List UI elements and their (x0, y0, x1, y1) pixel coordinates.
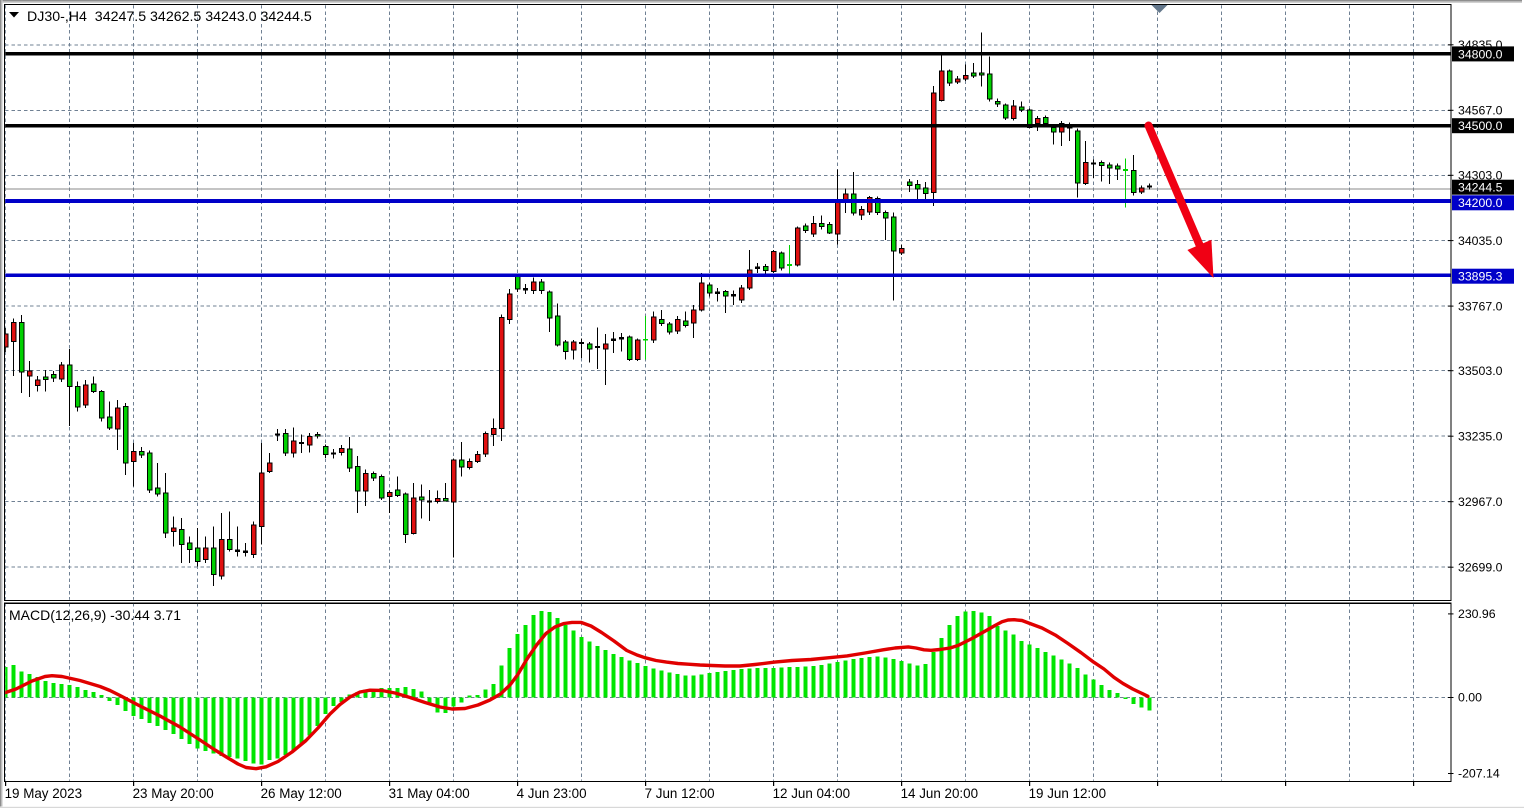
svg-text:DJ30-,H4 34247.5 34262.5 3424: DJ30-,H4 34247.5 34262.5 34243.0 34244.5 (27, 9, 312, 25)
svg-text:34500.0: 34500.0 (1458, 119, 1503, 133)
svg-text:12 Jun 04:00: 12 Jun 04:00 (773, 786, 850, 801)
svg-text:34200.0: 34200.0 (1458, 196, 1503, 210)
svg-text:32699.0: 32699.0 (1458, 560, 1503, 574)
svg-text:34800.0: 34800.0 (1458, 47, 1503, 61)
svg-text:34244.5: 34244.5 (1458, 181, 1503, 195)
svg-text:19 May 2023: 19 May 2023 (5, 786, 82, 801)
svg-text:33235.0: 33235.0 (1458, 429, 1503, 443)
svg-text:34035.0: 34035.0 (1458, 234, 1503, 248)
svg-text:31 May 04:00: 31 May 04:00 (389, 786, 470, 801)
svg-text:4 Jun 23:00: 4 Jun 23:00 (517, 786, 587, 801)
svg-text:19 Jun 12:00: 19 Jun 12:00 (1029, 786, 1106, 801)
svg-text:230.96: 230.96 (1458, 607, 1496, 621)
svg-text:26 May 12:00: 26 May 12:00 (261, 786, 342, 801)
svg-text:14 Jun 20:00: 14 Jun 20:00 (901, 786, 978, 801)
svg-text:32967.0: 32967.0 (1458, 495, 1503, 509)
svg-text:33767.0: 33767.0 (1458, 299, 1503, 313)
svg-text:33503.0: 33503.0 (1458, 364, 1503, 378)
svg-text:-207.14: -207.14 (1458, 767, 1500, 781)
svg-text:7 Jun 12:00: 7 Jun 12:00 (645, 786, 715, 801)
svg-text:34303.0: 34303.0 (1458, 169, 1503, 183)
svg-text:0.00: 0.00 (1458, 691, 1482, 705)
svg-text:MACD(12,26,9) -30.44 3.71: MACD(12,26,9) -30.44 3.71 (9, 607, 181, 623)
svg-text:23 May 20:00: 23 May 20:00 (133, 786, 214, 801)
svg-text:33895.3: 33895.3 (1458, 270, 1503, 284)
svg-text:34567.0: 34567.0 (1458, 104, 1503, 118)
